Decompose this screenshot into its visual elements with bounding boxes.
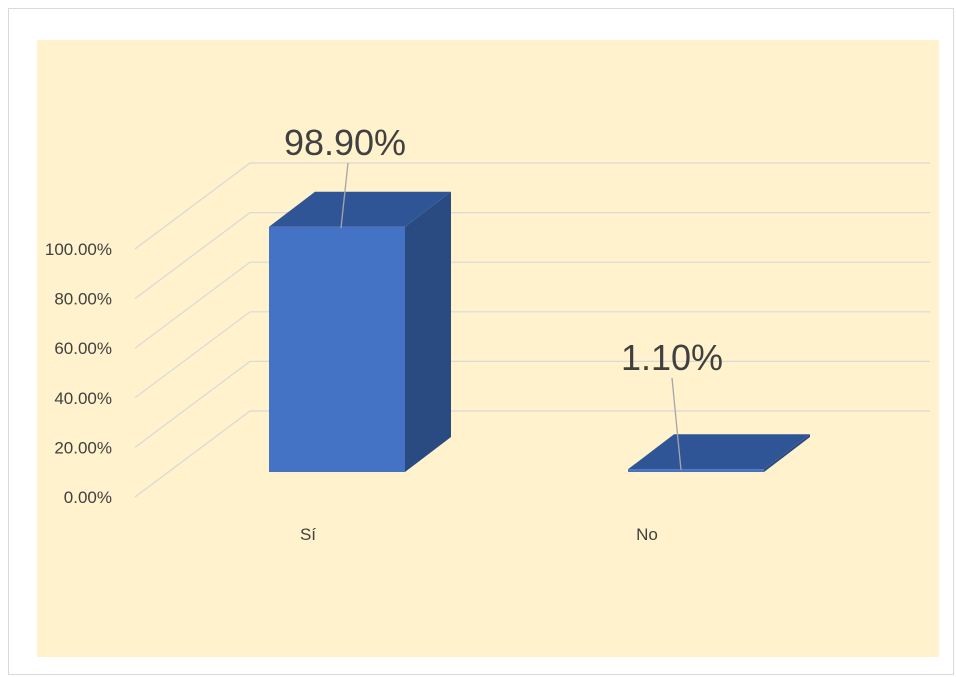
bars (269, 191, 810, 472)
y-tick-label: 0.00% (64, 488, 112, 507)
data-label: 98.90% (284, 122, 406, 163)
bar (628, 469, 764, 472)
bar-top (269, 191, 451, 227)
gridline-depth (134, 410, 251, 498)
gridline-depth (134, 360, 251, 448)
data-label-leader (671, 377, 682, 471)
gridline-depth (134, 311, 251, 399)
x-tick-label: No (636, 525, 658, 544)
gridlines (134, 162, 930, 498)
x-axis-ticks: Sí No (300, 525, 658, 544)
data-labels: 98.90% 1.10% (284, 122, 723, 471)
bar-side (764, 434, 810, 472)
gridline-depth (134, 212, 251, 300)
y-tick-label: 40.00% (54, 389, 112, 408)
y-tick-label: 20.00% (54, 438, 112, 457)
y-tick-label: 60.00% (54, 339, 112, 358)
gridline-depth (134, 162, 251, 250)
bar-top (628, 434, 810, 470)
y-tick-label: 100.00% (45, 240, 112, 259)
data-label: 1.10% (621, 337, 723, 378)
data-label-leader (340, 162, 349, 229)
x-tick-label: Sí (300, 525, 316, 544)
y-tick-label: 80.00% (54, 290, 112, 309)
bar-side (405, 191, 451, 472)
y-axis-ticks: 0.00% 20.00% 40.00% 60.00% 80.00% 100.00% (45, 240, 112, 507)
bar (269, 226, 405, 472)
gridline-depth (134, 261, 251, 349)
plot-area (37, 40, 939, 657)
